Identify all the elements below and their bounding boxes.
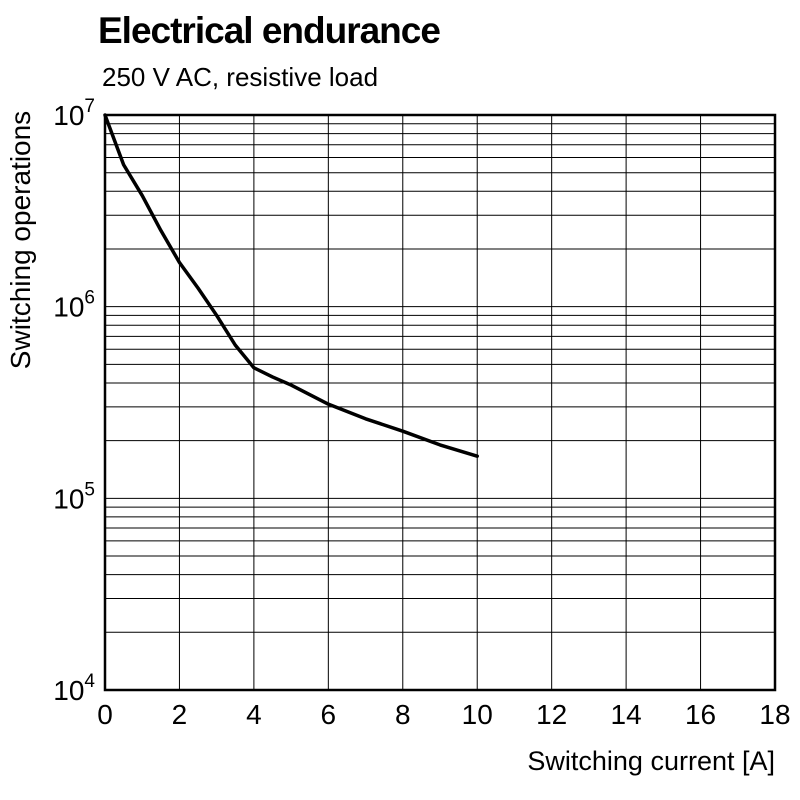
y-axis-label: Switching operations [5,111,36,369]
y-tick-label: 105 [53,479,95,514]
x-tick-label: 8 [395,699,411,730]
x-axis-label: Switching current [A] [527,746,775,776]
endurance-curve [103,113,479,458]
x-tick-label: 4 [246,699,262,730]
x-tick-label: 12 [536,699,567,730]
x-tick-label: 0 [97,699,113,730]
y-tick-label: 104 [53,671,95,706]
y-tick-label: 107 [53,96,95,131]
grid-lines [104,114,776,691]
x-tick-labels: 0 2 4 6 8 10 12 14 16 18 [97,699,790,730]
y-tick-labels: 107 106 105 104 [53,96,95,706]
x-tick-label: 6 [321,699,337,730]
x-tick-label: 10 [462,699,493,730]
chart-title: Electrical endurance [98,10,441,51]
chart-subtitle: 250 V AC, resistive load [102,62,379,92]
x-tick-label: 16 [685,699,716,730]
x-tick-label: 2 [172,699,188,730]
y-tick-label: 106 [53,288,95,323]
x-tick-label: 18 [759,699,790,730]
plot-frame [103,113,777,692]
x-tick-label: 14 [611,699,642,730]
